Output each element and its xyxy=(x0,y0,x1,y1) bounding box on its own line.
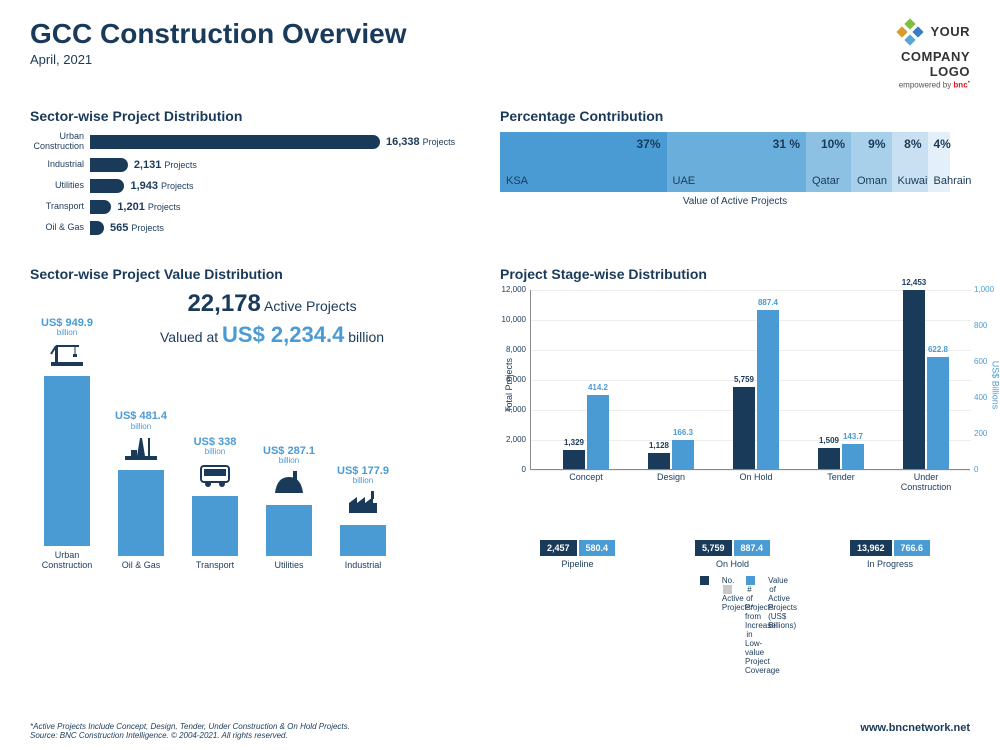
crane-icon xyxy=(49,340,85,373)
factory-icon xyxy=(345,489,381,522)
value-bar: US$ 177.9billionIndustrial xyxy=(326,465,400,571)
sector-row: Industrial2,131Projects xyxy=(30,158,500,172)
pct-segment: 10%Qatar xyxy=(806,132,851,192)
pct-segment: 37%KSA xyxy=(500,132,667,192)
pct-segment: 4%Bahrain xyxy=(928,132,951,192)
rig-icon xyxy=(123,434,159,467)
stage-group: 1,509143.7 xyxy=(806,444,876,470)
sector-row: Transport1,201Projects xyxy=(30,200,500,214)
footer: *Active Projects Include Concept, Design… xyxy=(30,722,970,740)
stage-group: 12,453622.8 xyxy=(891,290,961,469)
sector-row: Oil & Gas565Projects xyxy=(30,221,500,235)
stage-distribution-chart: Project Stage-wise Distribution Total Pr… xyxy=(500,266,970,594)
pct-segment: 9%Oman xyxy=(851,132,892,192)
page-title: GCC Construction Overview xyxy=(30,18,407,50)
stage-legend: No. of Active Projects* Value of Active … xyxy=(500,575,970,594)
rollup-group: 5,759887.4On Hold xyxy=(695,540,770,569)
sector-row: Utilities1,943Projects xyxy=(30,179,500,193)
stage-group: 1,128166.3 xyxy=(636,440,706,470)
rollup-group: 13,962766.6In Progress xyxy=(850,540,930,569)
value-bar: US$ 287.1billionUtilities xyxy=(252,445,326,570)
footer-url: www.bncnetwork.net xyxy=(860,722,970,740)
sector-row: Urban Construction16,338Projects xyxy=(30,132,500,152)
value-bar: US$ 338billionTransport xyxy=(178,436,252,570)
stage-group: 5,759887.4 xyxy=(721,310,791,470)
stage-group: 1,329414.2 xyxy=(551,395,621,470)
plant-icon xyxy=(271,469,307,502)
rollup-group: 2,457580.4Pipeline xyxy=(540,540,615,569)
value-bar: US$ 949.9billionUrban Construction xyxy=(30,317,104,571)
percentage-contribution-chart: Percentage Contribution 37%KSA31 %UAE10%… xyxy=(500,108,970,243)
page-date: April, 2021 xyxy=(30,52,407,67)
sector-distribution-chart: Sector-wise Project Distribution Urban C… xyxy=(30,108,500,243)
pct-segment: 8%Kuwait xyxy=(892,132,928,192)
bus-icon xyxy=(197,460,233,493)
value-distribution-chart: Sector-wise Project Value Distribution 2… xyxy=(30,266,500,594)
headline-stats: 22,178 Active Projects Valued at US$ 2,2… xyxy=(160,290,384,348)
pct-segment: 31 %UAE xyxy=(667,132,807,192)
value-bar: US$ 481.4billionOil & Gas xyxy=(104,410,178,570)
company-logo: YOUR COMPANY LOGO empowered by bnc• xyxy=(896,18,970,90)
